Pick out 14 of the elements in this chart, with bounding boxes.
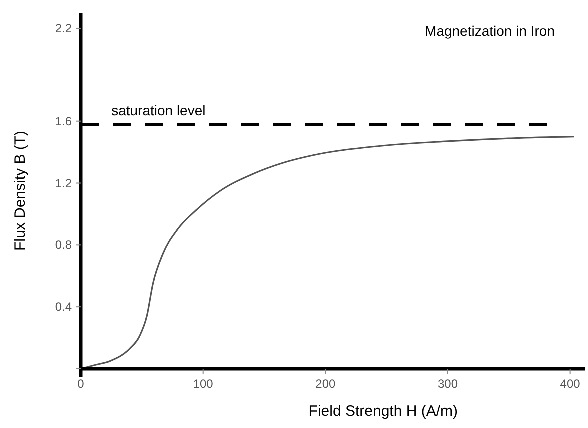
y-tick-label: 2.2 bbox=[55, 21, 72, 36]
x-tick-label: 400 bbox=[560, 377, 581, 391]
x-tick-label: 200 bbox=[316, 377, 336, 391]
x-tick-label: 100 bbox=[193, 377, 214, 391]
y-tick-label: 1.6 bbox=[55, 114, 72, 128]
ref-line-label: saturation level bbox=[112, 102, 206, 118]
y-axis-title: Flux Density B (T) bbox=[12, 130, 29, 252]
y-tick-label: 0.4 bbox=[55, 300, 72, 314]
text: Magnetization in Iron bbox=[425, 23, 555, 39]
y-tick-label: 0.8 bbox=[55, 238, 72, 252]
x-tick-label: 300 bbox=[438, 377, 458, 391]
x-tick-label: 0 bbox=[78, 377, 85, 391]
y-tick-label: 1.2 bbox=[55, 176, 72, 190]
x-axis-title: Field Strength H (A/m) bbox=[308, 403, 458, 420]
